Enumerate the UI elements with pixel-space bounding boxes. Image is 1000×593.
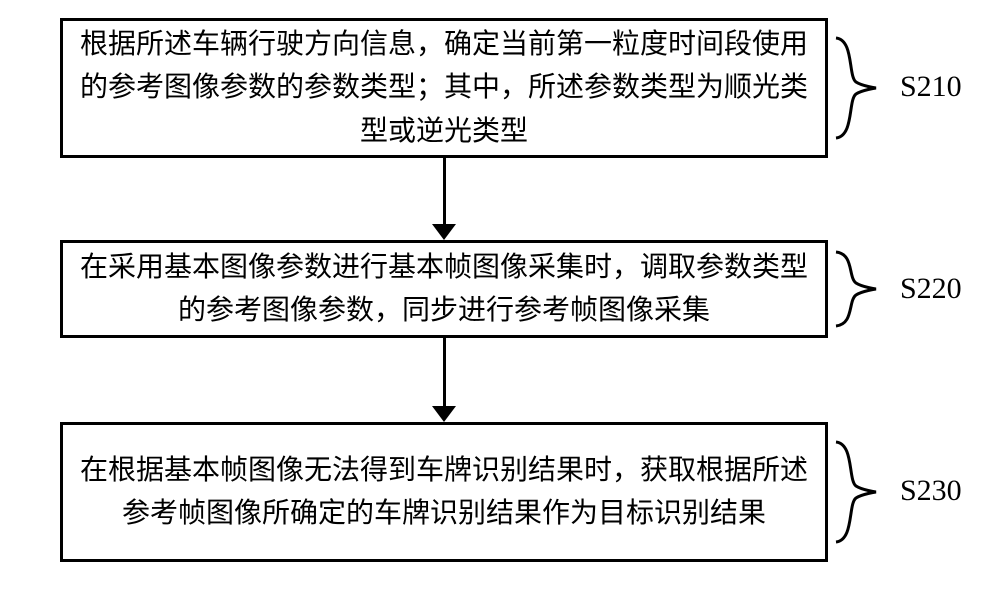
flow-step-text: 在采用基本图像参数进行基本帧图像采集时，调取参数类型的参考图像参数，同步进行参考… bbox=[77, 246, 811, 333]
step-label-s210: S210 bbox=[900, 70, 962, 104]
flow-step-s220: 在采用基本图像参数进行基本帧图像采集时，调取参数类型的参考图像参数，同步进行参考… bbox=[60, 240, 828, 338]
flow-arrow bbox=[443, 338, 446, 406]
brace-icon bbox=[832, 252, 888, 326]
step-label-s220: S220 bbox=[900, 272, 962, 306]
flow-step-text: 在根据基本帧图像无法得到车牌识别结果时，获取根据所述参考帧图像所确定的车牌识别结… bbox=[77, 449, 811, 536]
brace-icon bbox=[832, 38, 888, 138]
step-label-s230: S230 bbox=[900, 474, 962, 508]
flow-step-s230: 在根据基本帧图像无法得到车牌识别结果时，获取根据所述参考帧图像所确定的车牌识别结… bbox=[60, 422, 828, 562]
flow-step-text: 根据所述车辆行驶方向信息，确定当前第一粒度时间段使用的参考图像参数的参数类型；其… bbox=[77, 23, 811, 153]
arrow-head-icon bbox=[432, 224, 456, 240]
flow-step-s210: 根据所述车辆行驶方向信息，确定当前第一粒度时间段使用的参考图像参数的参数类型；其… bbox=[60, 18, 828, 158]
flow-arrow bbox=[443, 158, 446, 224]
arrow-head-icon bbox=[432, 406, 456, 422]
brace-icon bbox=[832, 442, 888, 542]
